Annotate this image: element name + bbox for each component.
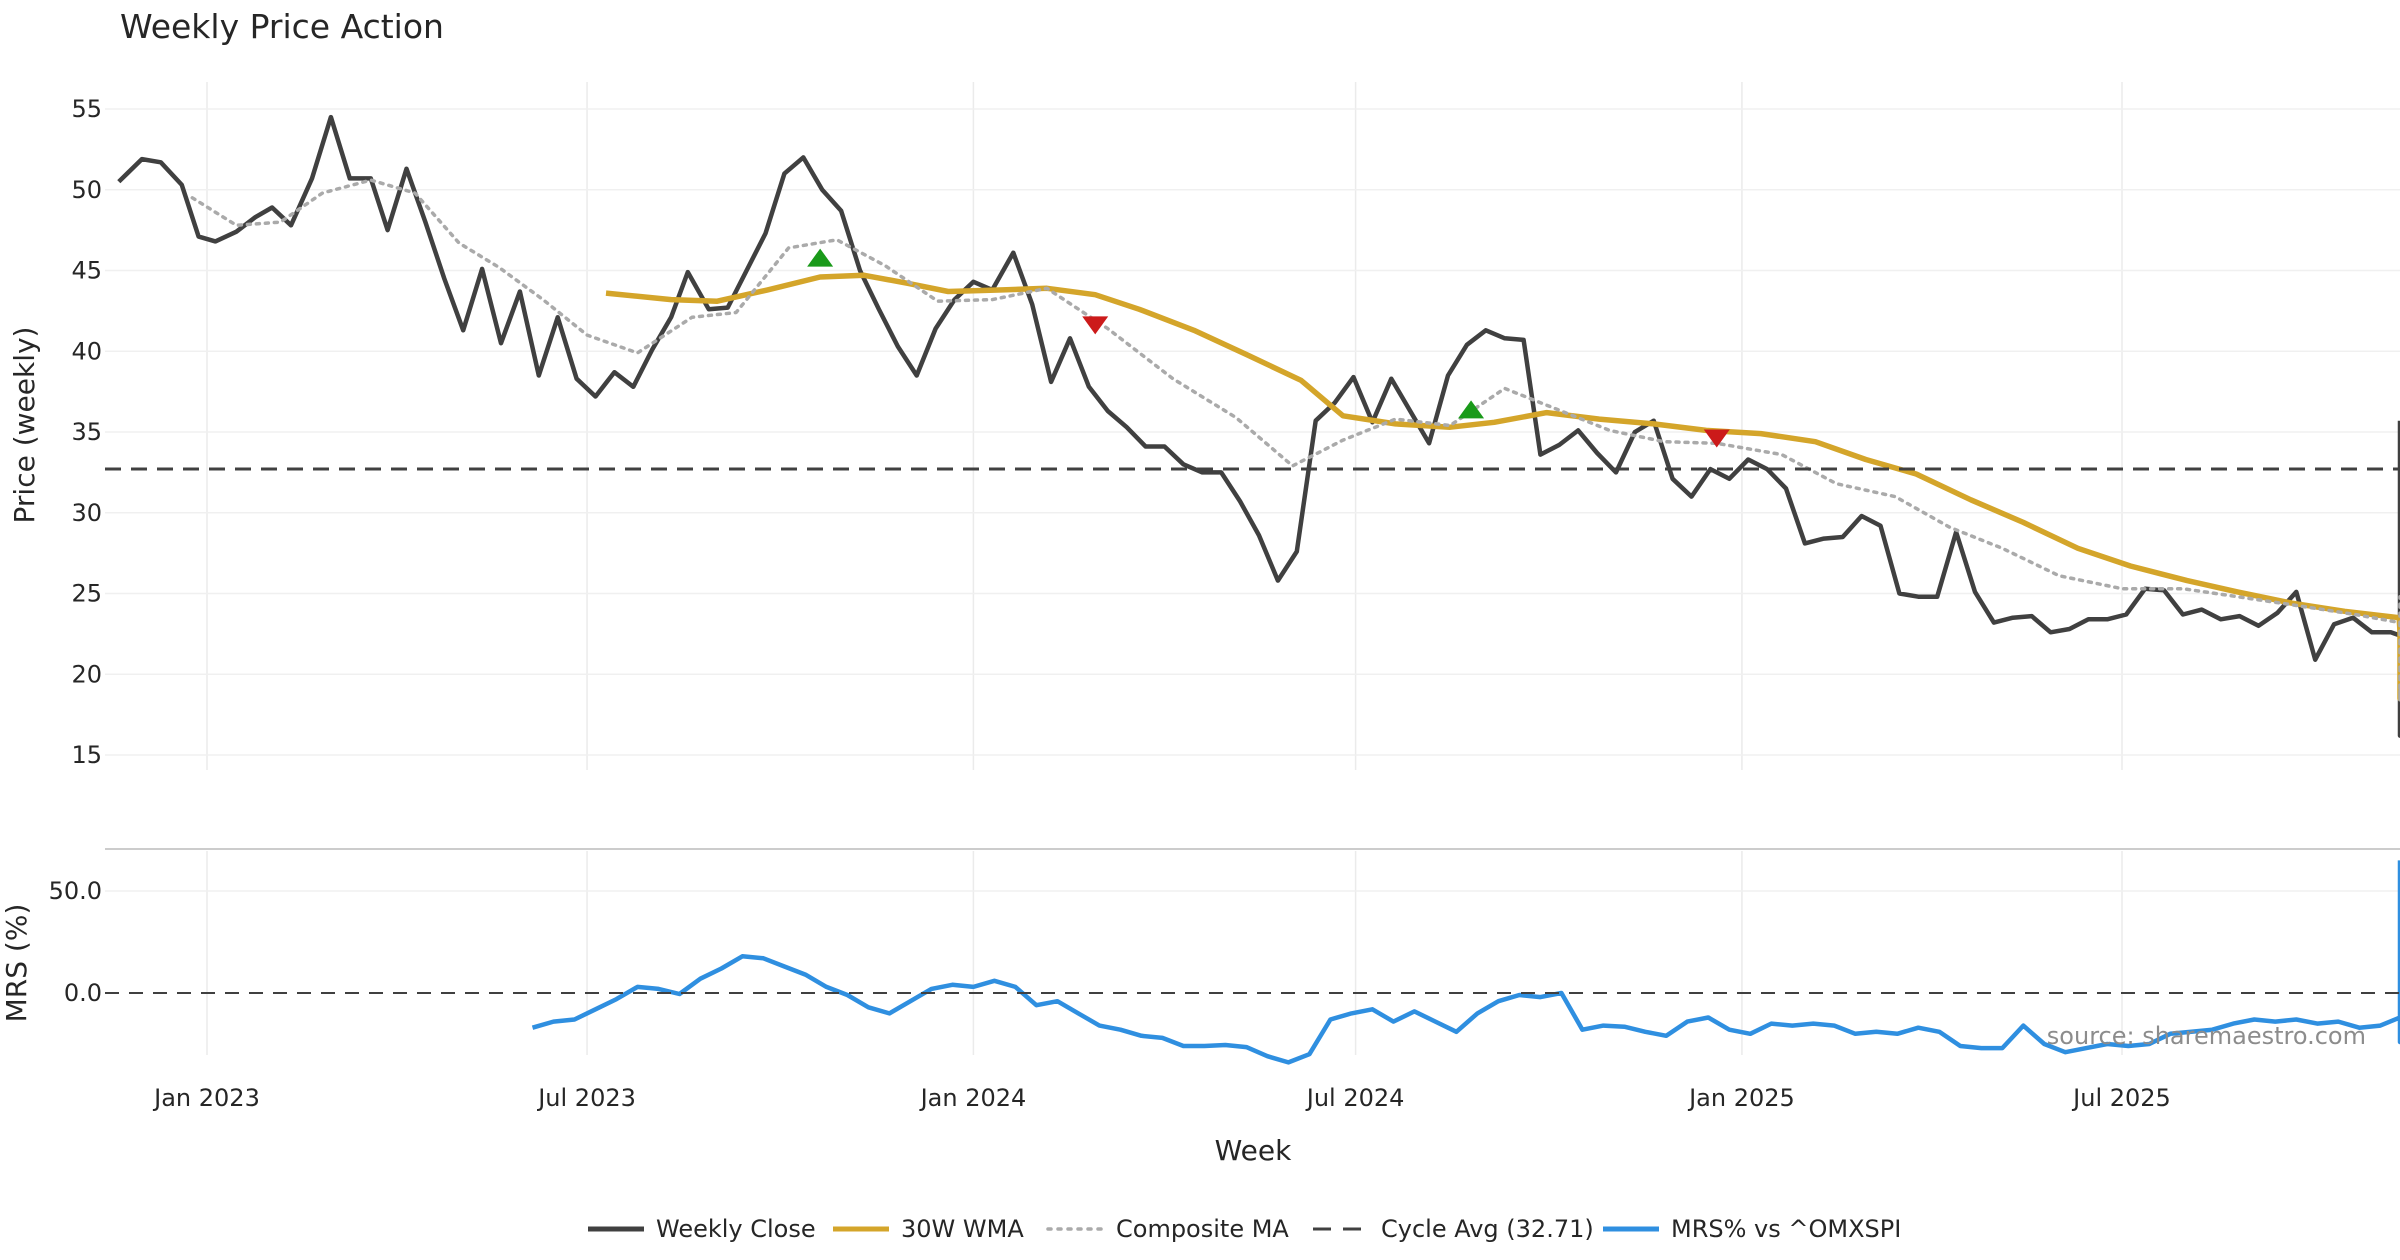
price-y-tick-label: 25 <box>71 580 102 608</box>
x-tick-label: Jan 2023 <box>152 1084 260 1112</box>
legend: Weekly Close 30W WMA Composite MA Cycle Avg… <box>588 1215 1901 1243</box>
legend-item: Cycle Avg (32.71) <box>1313 1215 1594 1243</box>
price-grid <box>105 82 2400 770</box>
price-y-tick-label: 35 <box>71 418 102 446</box>
mrs-y-tick-label: 50.0 <box>49 877 102 905</box>
x-axis-label: Week <box>1215 1134 1292 1167</box>
buy-signal-marker <box>1458 400 1485 419</box>
price-y-tick-label: 55 <box>71 95 102 123</box>
mrs-grid <box>105 851 2400 1055</box>
price-y-ticks: 15 20 25 30 35 40 45 50 55 <box>71 95 102 769</box>
legend-item: Composite MA <box>1046 1215 1289 1243</box>
legend-label: 30W WMA <box>901 1215 1024 1243</box>
legend-item: Weekly Close <box>588 1215 816 1243</box>
mrs-y-tick-label: 0.0 <box>64 979 102 1007</box>
legend-label: Weekly Close <box>656 1215 816 1243</box>
x-ticks: Jan 2023 Jul 2023 Jan 2024 Jul 2024 Jan 2025… <box>152 1084 2171 1112</box>
sell-signal-marker <box>1082 316 1109 335</box>
signal-markers <box>807 248 1730 448</box>
sell-signal-marker <box>1703 429 1730 448</box>
x-tick-label: Jan 2024 <box>919 1084 1027 1112</box>
mrs-y-axis-label: MRS (%) <box>0 904 33 1023</box>
mrs-y-ticks: 0.0 50.0 <box>49 877 102 1007</box>
buy-signal-marker <box>807 248 834 267</box>
source-label: source: sharemaestro.com <box>2047 1022 2366 1050</box>
x-tick-label: Jul 2025 <box>2071 1084 2171 1112</box>
x-tick-label: Jan 2025 <box>1687 1084 1795 1112</box>
series-line-30w-wma <box>605 272 2400 702</box>
legend-label: Composite MA <box>1116 1215 1289 1243</box>
price-y-axis-label: Price (weekly) <box>8 327 41 524</box>
price-y-tick-label: 15 <box>71 741 102 769</box>
legend-label: Cycle Avg (32.71) <box>1381 1215 1594 1243</box>
price-y-tick-label: 50 <box>71 176 102 204</box>
legend-item: MRS% vs ^OMXSPI <box>1603 1215 1901 1243</box>
price-y-tick-label: 40 <box>71 337 102 365</box>
price-y-tick-label: 30 <box>71 499 102 527</box>
series-line-composite-ma <box>190 178 2400 704</box>
chart-title: Weekly Price Action <box>120 7 444 46</box>
mrs-series <box>105 860 2400 1065</box>
price-y-tick-label: 20 <box>71 660 102 688</box>
legend-item: 30W WMA <box>833 1215 1024 1243</box>
x-tick-label: Jul 2024 <box>1305 1084 1405 1112</box>
price-series <box>105 114 2400 738</box>
price-y-tick-label: 45 <box>71 257 102 285</box>
legend-label: MRS% vs ^OMXSPI <box>1671 1215 1901 1243</box>
series-line-mrs-vs-omxspi <box>531 860 2400 1065</box>
x-tick-label: Jul 2023 <box>536 1084 636 1112</box>
series-line-weekly-close <box>117 114 2400 738</box>
